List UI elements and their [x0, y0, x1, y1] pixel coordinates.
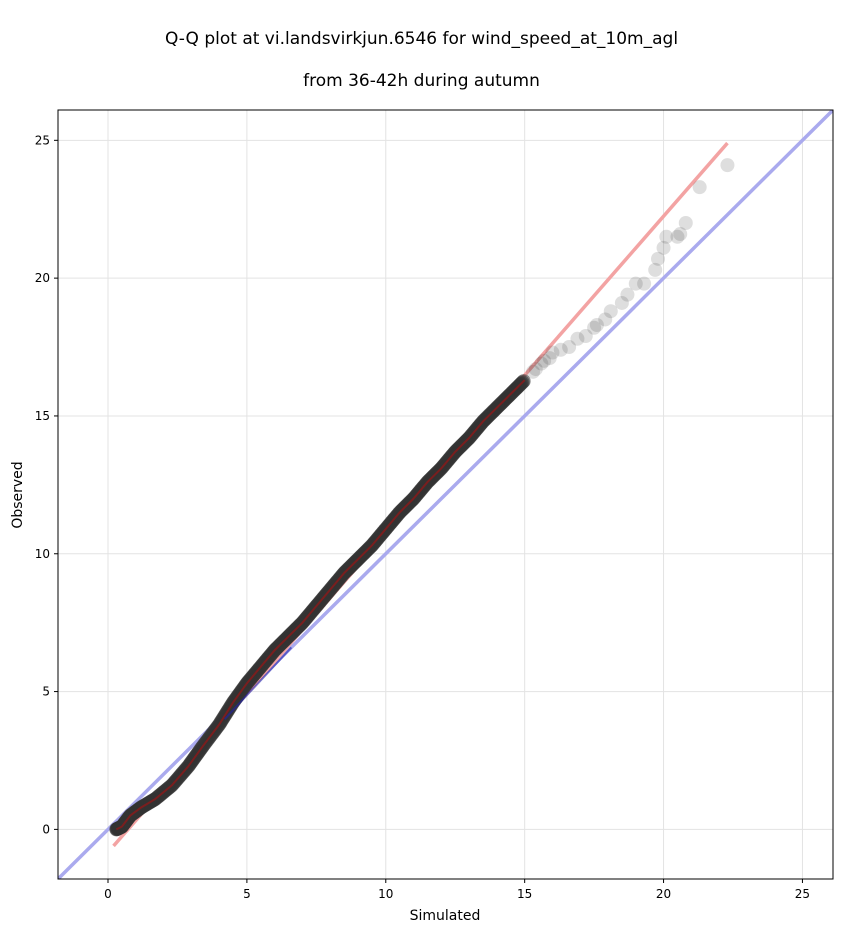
- qq-tail-point: [534, 356, 549, 371]
- data-layer: [58, 110, 833, 879]
- x-tick-label: 20: [656, 887, 671, 901]
- qq-tail-point: [614, 295, 629, 310]
- qq-tail-point: [537, 353, 552, 368]
- qq-tail-point: [545, 345, 560, 360]
- x-tick-label: 5: [243, 887, 251, 901]
- qq-tail-point: [553, 342, 568, 357]
- y-tick-label: 15: [35, 409, 50, 423]
- qq-tail-point: [720, 158, 735, 173]
- x-tick-label: 25: [795, 887, 810, 901]
- qq-tail-point: [692, 180, 707, 195]
- qq-tail-point: [528, 362, 543, 377]
- qq-tail-point: [578, 329, 593, 344]
- qq-tail-point: [637, 276, 652, 291]
- qq-tail-point: [587, 320, 602, 335]
- qq-tail-point: [542, 351, 557, 366]
- qq-tail-point: [562, 340, 577, 355]
- chart-title: Q-Q plot at vi.landsvirkjun.6546 for win…: [0, 8, 843, 92]
- y-axis-label: Observed: [10, 461, 26, 528]
- qq-tail-point: [628, 276, 643, 291]
- qq-tail-point: [570, 331, 585, 346]
- y-tick-label: 5: [42, 685, 50, 699]
- qq-tail-point: [651, 251, 665, 266]
- qq-tail-point: [526, 364, 540, 379]
- y-tick-label: 25: [35, 133, 50, 147]
- qq-tail-point: [589, 317, 604, 332]
- x-tick-label: 0: [104, 887, 112, 901]
- y-tick-label: 20: [35, 271, 50, 285]
- chart-title-line-1: Q-Q plot at vi.landsvirkjun.6546 for win…: [164, 29, 679, 49]
- x-tick-label: 15: [517, 887, 532, 901]
- x-axis-label: Simulated: [410, 908, 481, 924]
- tick-layer: 0 5 10 15 20 25 0 5 10 15 20 25: [35, 133, 810, 901]
- y-tick-label: 10: [35, 547, 50, 561]
- identity-overlay: [223, 646, 293, 720]
- identity-line: [58, 110, 833, 879]
- fit-overlay: [115, 379, 526, 831]
- qq-tail-point: [598, 312, 613, 327]
- qq-tail-point: [648, 262, 663, 277]
- grid-layer: [58, 110, 833, 879]
- x-tick-label: 10: [378, 887, 393, 901]
- qq-tail-point: [673, 227, 688, 242]
- qq-tail-point: [678, 216, 693, 231]
- qq-tail-point: [670, 229, 685, 244]
- y-tick-label: 0: [42, 822, 50, 836]
- qq-tail-point: [603, 304, 618, 319]
- qq-tail-point: [620, 287, 635, 302]
- qq-tail-point: [659, 229, 674, 244]
- qq-tail-point: [656, 240, 671, 255]
- chart-title-line-2: from 36-42h during autumn: [303, 71, 540, 91]
- plot-frame: [57, 109, 834, 880]
